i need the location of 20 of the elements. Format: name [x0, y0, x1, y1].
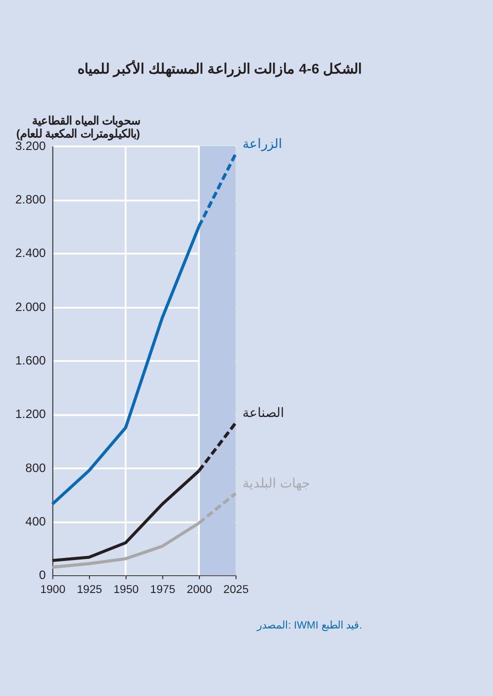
- text: المصدر: IWMI قيد الطبع.: [256, 620, 362, 632]
- y-tick-label: 1.200: [15, 407, 46, 422]
- y-tick-label: 0: [39, 568, 46, 582]
- x-tick-label: 2025: [223, 584, 249, 596]
- series-label: الصناعة: [242, 404, 285, 420]
- x-tick-label: 1975: [150, 584, 176, 596]
- x-tick-label: 1900: [40, 584, 66, 596]
- y-tick-label: 1.600: [15, 354, 46, 368]
- x-tick-label: 1925: [76, 584, 102, 596]
- y-tick-label: 400: [25, 514, 46, 528]
- x-tick-label: 1950: [113, 584, 139, 596]
- x-tick-label: 2000: [186, 584, 212, 596]
- y-tick-label: 2.000: [15, 300, 46, 314]
- series-label: الزراعة: [242, 136, 283, 152]
- y-tick-label: 2.800: [15, 192, 46, 207]
- y-tick-label: 2.400: [15, 246, 46, 260]
- y-tick-label: 800: [25, 460, 46, 475]
- series-label: جهات البلدية: [242, 475, 310, 492]
- chart-title: الشكل 6-4 مازالت الزراعة المستهلك الأكبر للمياه: [78, 60, 362, 78]
- y-axis-title: سحوبات المياه القطاعية (بالكيلومترات المكعبة للعام): [16, 116, 140, 141]
